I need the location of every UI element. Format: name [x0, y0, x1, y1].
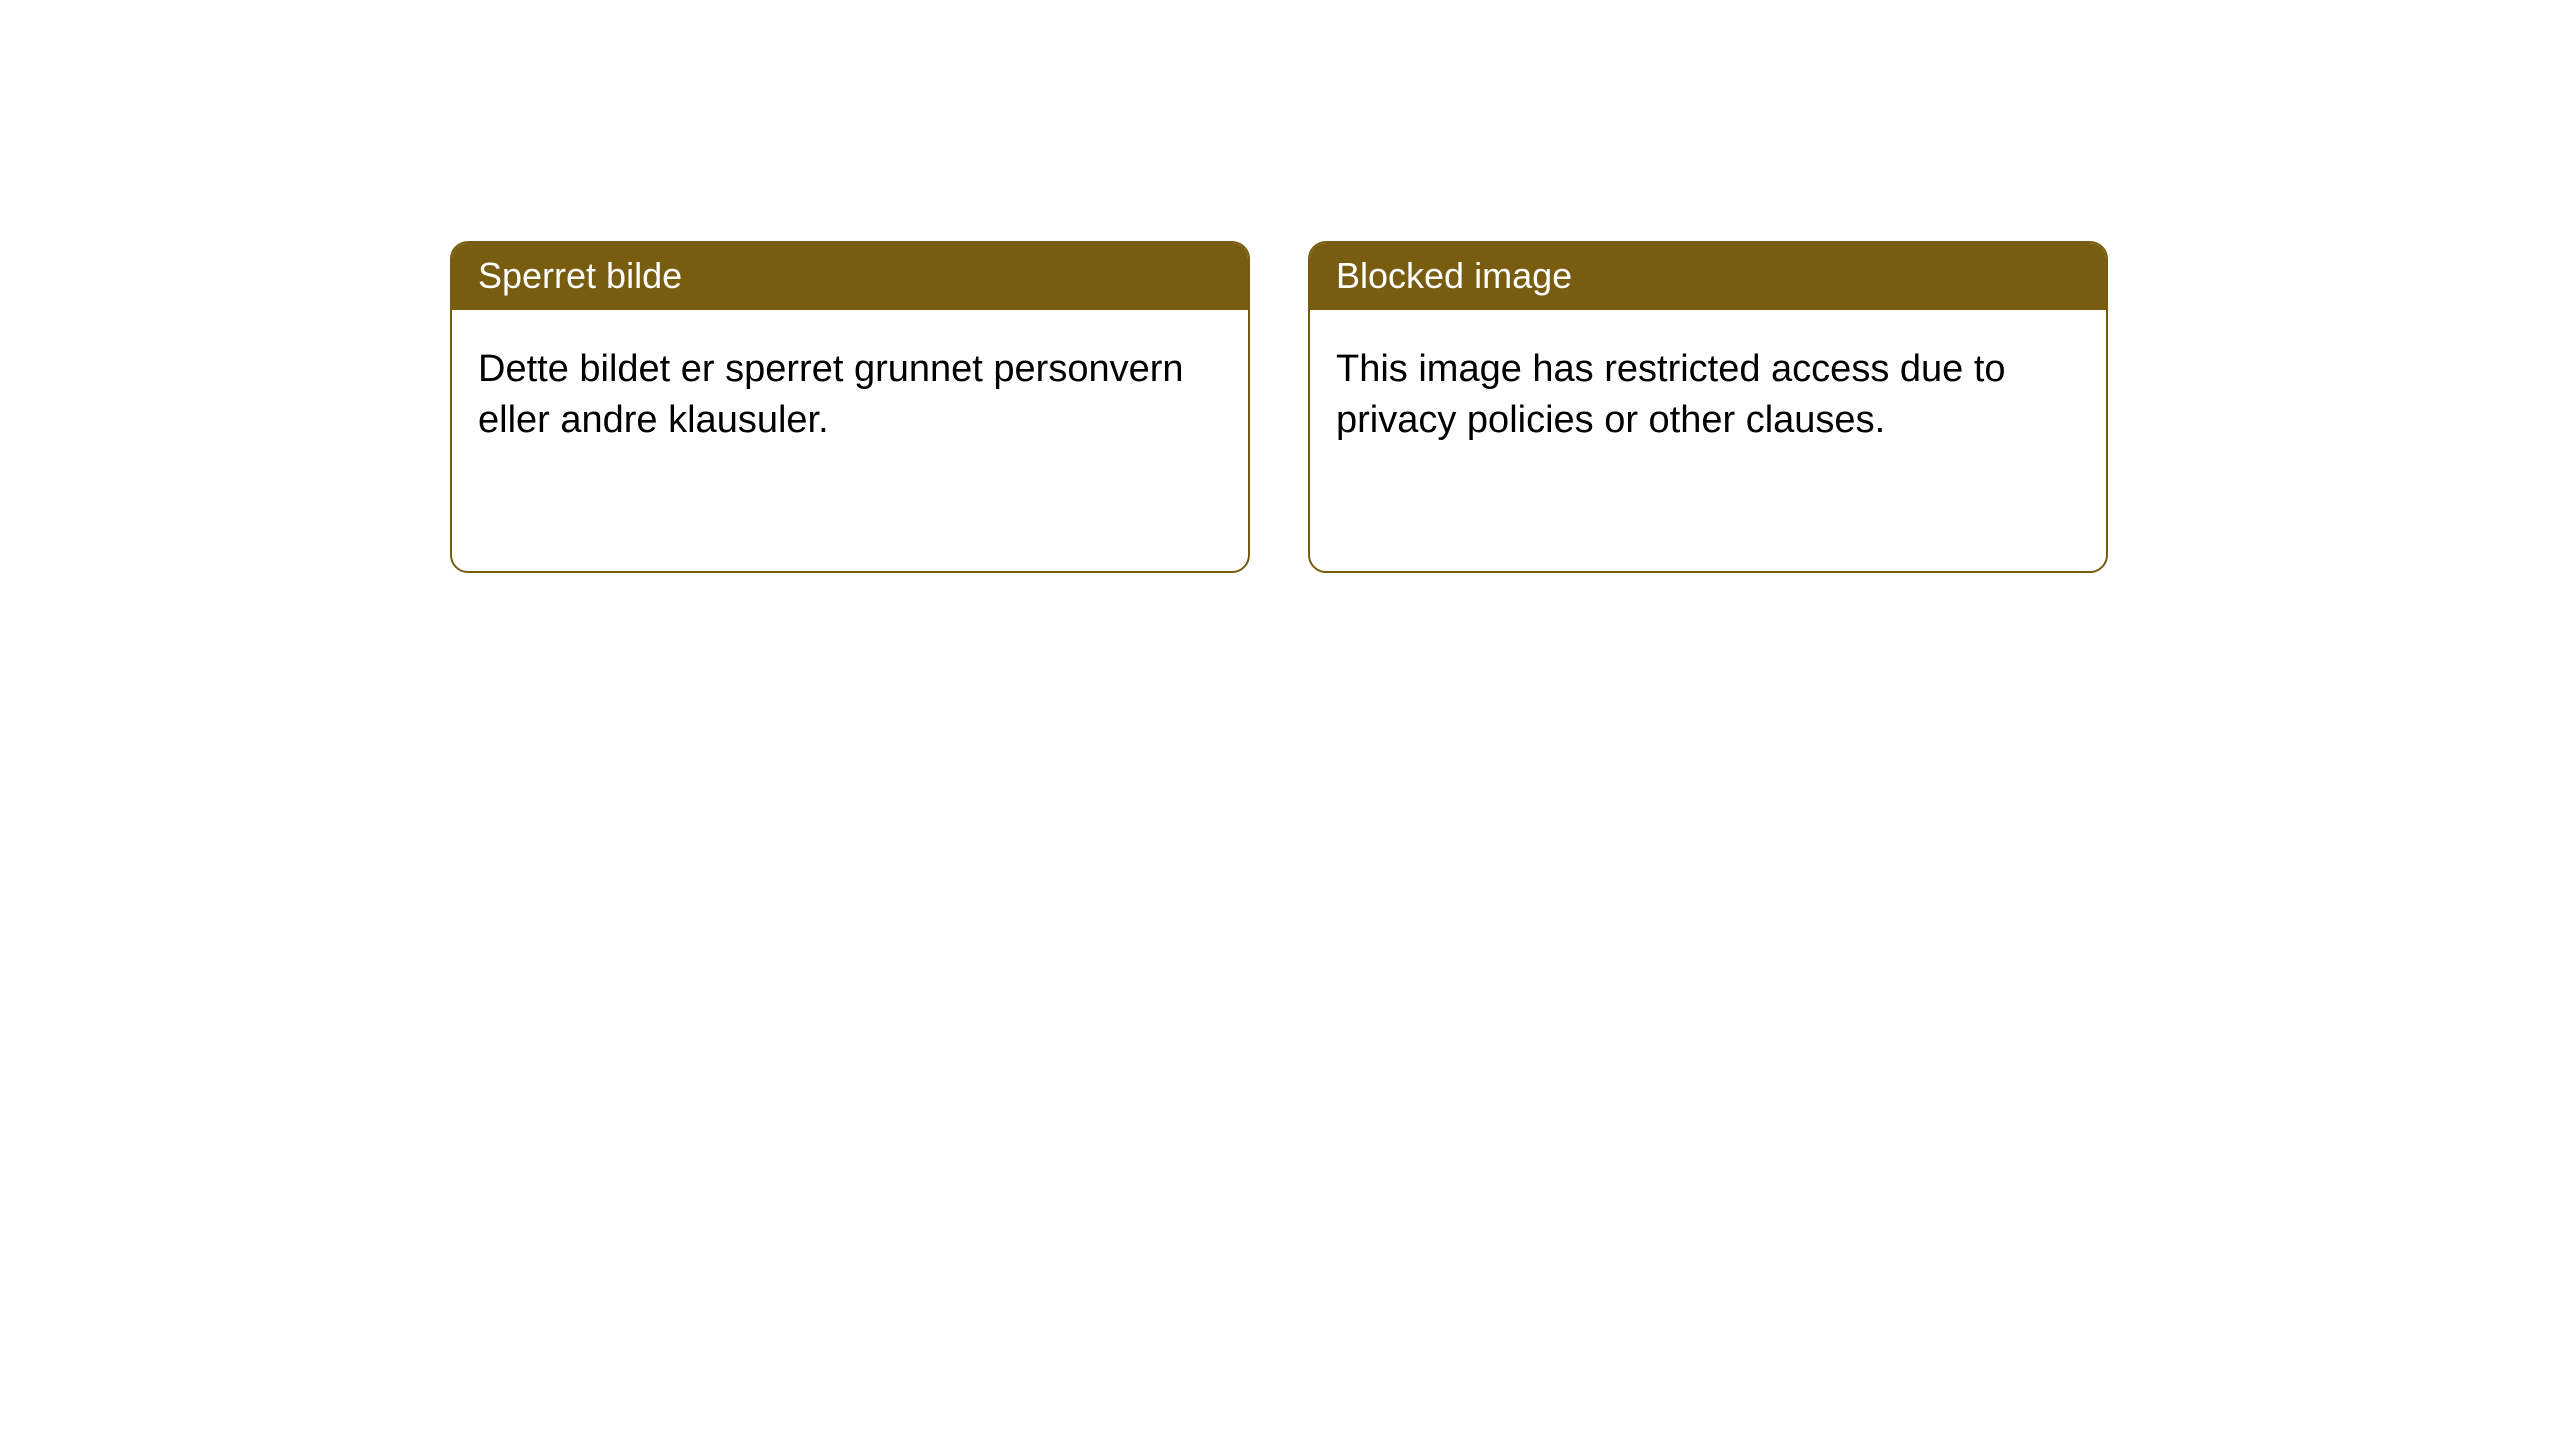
blocked-image-cards: Sperret bilde Dette bildet er sperret gr…: [450, 241, 2108, 573]
card-body-en: This image has restricted access due to …: [1310, 310, 2106, 571]
card-header-no: Sperret bilde: [452, 243, 1248, 310]
card-header-en: Blocked image: [1310, 243, 2106, 310]
blocked-image-card-no: Sperret bilde Dette bildet er sperret gr…: [450, 241, 1250, 573]
card-body-no: Dette bildet er sperret grunnet personve…: [452, 310, 1248, 571]
blocked-image-card-en: Blocked image This image has restricted …: [1308, 241, 2108, 573]
